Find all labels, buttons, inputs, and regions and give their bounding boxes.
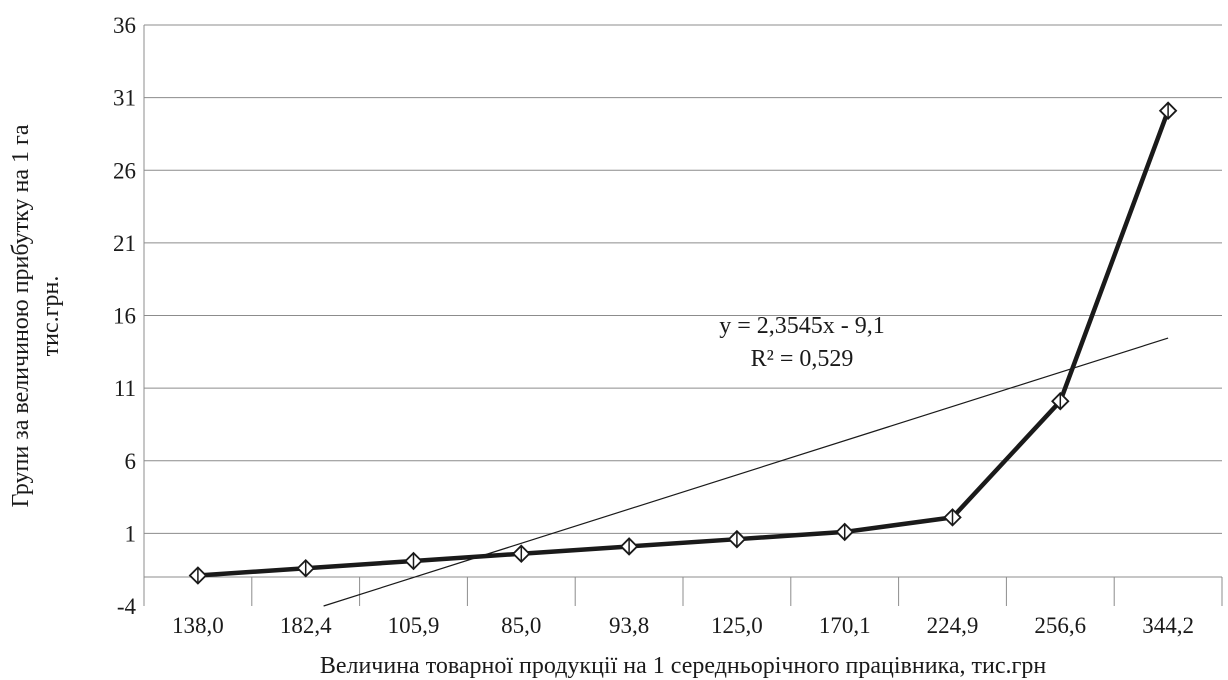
x-tick-labels: 138,0 182,4 105,9 85,0 93,8 125,0 170,1 224,9 25… xyxy=(143,577,1223,638)
x-tick-label: 105,9 xyxy=(388,613,440,638)
series-line xyxy=(197,109,1171,578)
data-point-marker xyxy=(619,537,639,556)
data-point-marker xyxy=(835,522,854,542)
gridlines xyxy=(144,24,1222,534)
x-tick-label: 182,4 xyxy=(280,613,332,638)
trendline-group xyxy=(323,337,1169,607)
x-tick-label: 344,2 xyxy=(1142,613,1194,638)
x-tick-label: 138,0 xyxy=(172,613,224,638)
data-point-marker xyxy=(296,558,315,578)
y-tick-label: 16 xyxy=(113,304,136,329)
data-point-marker xyxy=(512,544,531,563)
data-point-marker xyxy=(1158,101,1178,120)
trendline-equation: y = 2,3545x - 9,1 xyxy=(719,313,885,339)
y-tick-label: 1 xyxy=(125,521,137,546)
x-tick-label: 85,0 xyxy=(501,613,541,638)
y-tick-label: 6 xyxy=(125,449,137,474)
y-axis-title-line-1: Групи за величиною прибутку на 1 га xyxy=(8,124,34,507)
trendline-r2: R² = 0,529 xyxy=(751,346,854,372)
x-tick-label: 256,6 xyxy=(1034,613,1086,638)
data-point-marker xyxy=(1051,391,1070,411)
y-axis-title: Групи за величиною прибутку на 1 га тис.… xyxy=(8,124,64,507)
y-tick-label: 36 xyxy=(113,13,136,38)
x-tick-label: 170,1 xyxy=(819,613,871,638)
data-point-marker xyxy=(943,508,962,527)
data-point-marker xyxy=(727,529,747,549)
data-point-marker xyxy=(404,551,423,571)
y-tick-label: 21 xyxy=(113,231,136,256)
x-axis-title: Величина товарної продукції на 1 середнь… xyxy=(320,653,1047,679)
y-tick-label: 31 xyxy=(113,86,136,111)
trendline xyxy=(323,337,1169,607)
y-axis-title-line-2: тис.грн. xyxy=(38,276,64,357)
y-tick-label: -4 xyxy=(117,594,137,619)
y-tick-label: 11 xyxy=(114,376,136,401)
x-tick-label: 93,8 xyxy=(609,613,649,638)
series-group xyxy=(188,101,1178,585)
y-tick-label: 26 xyxy=(113,158,136,183)
x-tick-label: 224,9 xyxy=(927,613,979,638)
x-tick-label: 125,0 xyxy=(711,613,763,638)
data-point-marker xyxy=(188,566,208,585)
